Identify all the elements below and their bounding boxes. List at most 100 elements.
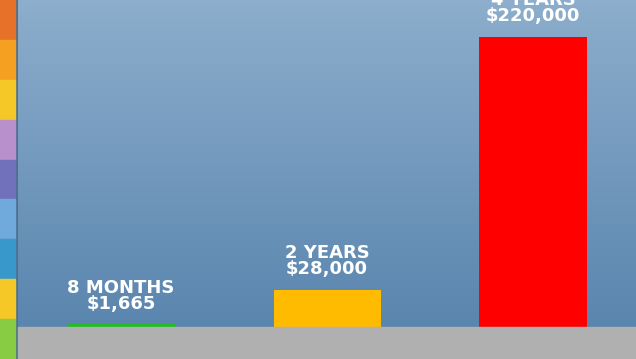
Bar: [18, 117, 636, 118]
Bar: [18, 306, 636, 307]
Bar: [18, 265, 636, 266]
Bar: [18, 32, 636, 33]
Bar: [18, 184, 636, 185]
Bar: [18, 161, 636, 162]
Bar: [18, 43, 636, 45]
Bar: [18, 59, 636, 60]
Bar: [18, 193, 636, 194]
Bar: [18, 100, 636, 101]
Bar: [18, 283, 636, 284]
Bar: [18, 15, 636, 16]
Bar: [18, 160, 636, 161]
Bar: [18, 180, 636, 181]
Bar: [18, 313, 636, 314]
Bar: [18, 297, 636, 298]
Bar: [18, 264, 636, 265]
Text: 2 YEARS: 2 YEARS: [285, 244, 370, 262]
Bar: [18, 11, 636, 12]
Bar: [18, 130, 636, 131]
Bar: [18, 147, 636, 148]
Bar: [18, 224, 636, 225]
Bar: [18, 194, 636, 195]
Bar: [18, 292, 636, 293]
Bar: [18, 259, 636, 260]
Bar: [18, 34, 636, 35]
Bar: [18, 81, 636, 83]
Bar: [18, 95, 636, 96]
Bar: [18, 188, 636, 190]
Bar: [18, 222, 636, 223]
Bar: [18, 151, 636, 153]
Bar: [18, 55, 636, 56]
Bar: [18, 248, 636, 250]
Bar: [18, 79, 636, 80]
Bar: [18, 162, 636, 163]
Bar: [18, 98, 636, 99]
Bar: [18, 253, 636, 254]
Bar: [18, 97, 636, 98]
Bar: [18, 63, 636, 64]
Bar: [18, 124, 636, 125]
Bar: [18, 229, 636, 230]
Bar: [18, 71, 636, 72]
Bar: [18, 66, 636, 67]
Bar: [18, 261, 636, 262]
Bar: [18, 214, 636, 215]
Bar: [18, 219, 636, 220]
Bar: [18, 110, 636, 111]
Bar: [18, 284, 636, 285]
Bar: [18, 322, 636, 323]
Bar: [18, 172, 636, 173]
Bar: [18, 198, 636, 199]
Bar: [18, 76, 636, 77]
Bar: [18, 225, 636, 227]
Bar: [18, 191, 636, 192]
Bar: [273, 290, 380, 327]
Bar: [18, 255, 636, 256]
Bar: [18, 181, 636, 182]
Bar: [18, 239, 636, 241]
Bar: [18, 150, 636, 151]
Bar: [18, 46, 636, 47]
Bar: [18, 138, 636, 139]
Bar: [18, 175, 636, 176]
Bar: [18, 308, 636, 309]
Bar: [18, 316, 636, 317]
Bar: [18, 132, 636, 133]
Bar: [18, 319, 636, 320]
Bar: [18, 185, 636, 186]
Bar: [18, 281, 636, 282]
Bar: [18, 178, 636, 180]
Bar: [18, 129, 636, 130]
Bar: [18, 14, 636, 15]
Bar: [18, 84, 636, 85]
Bar: [18, 153, 636, 154]
Bar: [18, 47, 636, 48]
Bar: [18, 221, 636, 222]
Bar: [18, 51, 636, 52]
Bar: [18, 143, 636, 144]
Bar: [18, 96, 636, 97]
Bar: [18, 4, 636, 5]
Bar: [18, 159, 636, 160]
Bar: [18, 156, 636, 157]
Bar: [18, 164, 636, 165]
Bar: [18, 109, 636, 110]
Bar: [18, 238, 636, 239]
Bar: [18, 309, 636, 310]
Bar: [18, 204, 636, 205]
Bar: [18, 141, 636, 143]
Bar: [18, 101, 636, 102]
Bar: [18, 64, 636, 65]
Bar: [18, 296, 636, 297]
Bar: [18, 270, 636, 271]
Bar: [18, 74, 636, 75]
Bar: [18, 293, 636, 294]
Bar: [18, 321, 636, 322]
Bar: [18, 295, 636, 296]
Bar: [18, 29, 636, 31]
Bar: [18, 209, 636, 210]
Bar: [18, 111, 636, 112]
Bar: [18, 252, 636, 253]
Bar: [18, 294, 636, 295]
